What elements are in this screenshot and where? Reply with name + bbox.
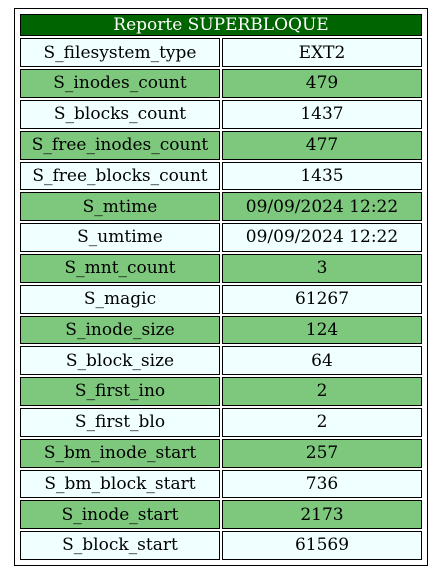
- row-key: S_block_size: [20, 346, 220, 376]
- row-key: S_inode_size: [20, 315, 220, 345]
- table-row: S_bm_inode_start 257: [20, 438, 422, 468]
- row-value: 479: [222, 69, 422, 98]
- table-row: S_inodes_count 479: [20, 69, 422, 98]
- row-key: S_free_inodes_count: [20, 130, 220, 160]
- row-value: 1437: [222, 99, 422, 129]
- table-row: S_free_blocks_count 1435: [20, 161, 422, 191]
- superblock-report-table: Reporte SUPERBLOQUE S_filesystem_type EX…: [18, 12, 424, 562]
- row-key: S_bm_block_start: [20, 469, 220, 499]
- table-row: S_mnt_count 3: [20, 253, 422, 283]
- row-value: 09/09/2024 12:22: [222, 223, 422, 252]
- table-row: S_filesystem_type EXT2: [20, 38, 422, 68]
- row-key: S_mnt_count: [20, 253, 220, 283]
- row-value: 477: [222, 130, 422, 160]
- table-row: S_inode_start 2173: [20, 500, 422, 530]
- table-row: S_blocks_count 1437: [20, 99, 422, 129]
- row-key: S_mtime: [20, 192, 220, 222]
- report-title: Reporte SUPERBLOQUE: [20, 14, 422, 37]
- row-key: S_bm_inode_start: [20, 438, 220, 468]
- row-value: 257: [222, 438, 422, 468]
- row-key: S_filesystem_type: [20, 38, 220, 68]
- table-row: S_umtime 09/09/2024 12:22: [20, 223, 422, 252]
- table-row: S_free_inodes_count 477: [20, 130, 422, 160]
- table-row: S_magic 61267: [20, 284, 422, 314]
- row-key: S_magic: [20, 284, 220, 314]
- table-row: S_first_blo 2: [20, 407, 422, 437]
- row-value: 09/09/2024 12:22: [222, 192, 422, 222]
- row-value: EXT2: [222, 38, 422, 68]
- row-value: 736: [222, 469, 422, 499]
- table-row: S_block_start 61569: [20, 531, 422, 560]
- row-key: S_inodes_count: [20, 69, 220, 98]
- row-value: 3: [222, 253, 422, 283]
- row-value: 1435: [222, 161, 422, 191]
- row-key: S_first_blo: [20, 407, 220, 437]
- row-value: 2: [222, 377, 422, 406]
- row-value: 61267: [222, 284, 422, 314]
- table-row: S_first_ino 2: [20, 377, 422, 406]
- row-key: S_block_start: [20, 531, 220, 560]
- row-key: S_blocks_count: [20, 99, 220, 129]
- row-value: 61569: [222, 531, 422, 560]
- row-value: 2: [222, 407, 422, 437]
- row-key: S_first_ino: [20, 377, 220, 406]
- row-key: S_free_blocks_count: [20, 161, 220, 191]
- row-value: 2173: [222, 500, 422, 530]
- table-row: S_inode_size 124: [20, 315, 422, 345]
- row-key: S_inode_start: [20, 500, 220, 530]
- row-value: 124: [222, 315, 422, 345]
- superblock-report-table-frame: Reporte SUPERBLOQUE S_filesystem_type EX…: [14, 8, 428, 566]
- row-value: 64: [222, 346, 422, 376]
- table-row: S_mtime 09/09/2024 12:22: [20, 192, 422, 222]
- table-row: S_block_size 64: [20, 346, 422, 376]
- row-key: S_umtime: [20, 223, 220, 252]
- table-row: S_bm_block_start 736: [20, 469, 422, 499]
